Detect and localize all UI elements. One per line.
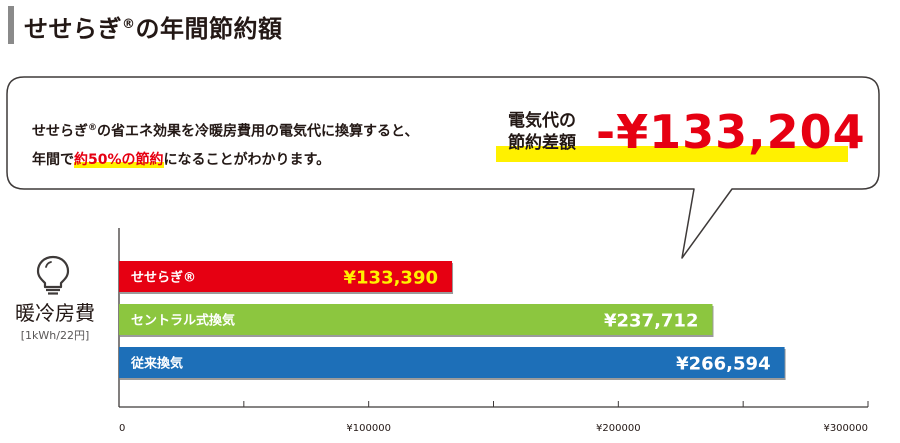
bar-category-label: せせらぎ® [131,270,196,286]
saving-value: -¥133,204 [596,105,866,159]
speech-bubble [6,76,880,259]
bar [119,347,785,378]
callout-message: せせらぎ®の省エネ効果を冷暖房費用の電気代に換算すると、 年間で約50%の節約に… [32,114,418,174]
bar-value-label: ¥133,390 [344,268,439,289]
callout-line-1: せせらぎ®の省エネ効果を冷暖房費用の電気代に換算すると、 [32,123,419,140]
saving-label: 電気代の 節約差額 [508,111,576,153]
x-tick-label: ¥100000 [346,423,391,434]
y-axis-unit: [1kWh/22円] [20,329,90,342]
x-tick-label: 0 [119,423,125,434]
x-tick-label: ¥300000 [823,423,868,434]
bar-category-label: セントラル式換気 [131,313,235,329]
title-accent-bar [8,6,14,44]
bar-category-label: 従来換気 [130,356,183,372]
saving-percent-highlight: 約50%の節約 [74,151,164,168]
y-axis-title: 暖冷房費 [15,301,95,325]
bar-value-label: ¥266,594 [676,354,771,375]
callout-line-2: 年間で約50%の節約になることがわかります。 [32,151,331,168]
bar-value-label: ¥237,712 [604,311,699,332]
y-axis-label: 暖冷房費 [1kWh/22円] [0,300,110,346]
x-tick-label: ¥200000 [596,423,641,434]
saving-highlight-band [496,146,848,162]
page-title: せせらぎ®の年間節約額 [24,15,283,43]
bar [119,304,713,335]
bar [119,261,453,292]
lightbulb-icon [36,255,70,295]
